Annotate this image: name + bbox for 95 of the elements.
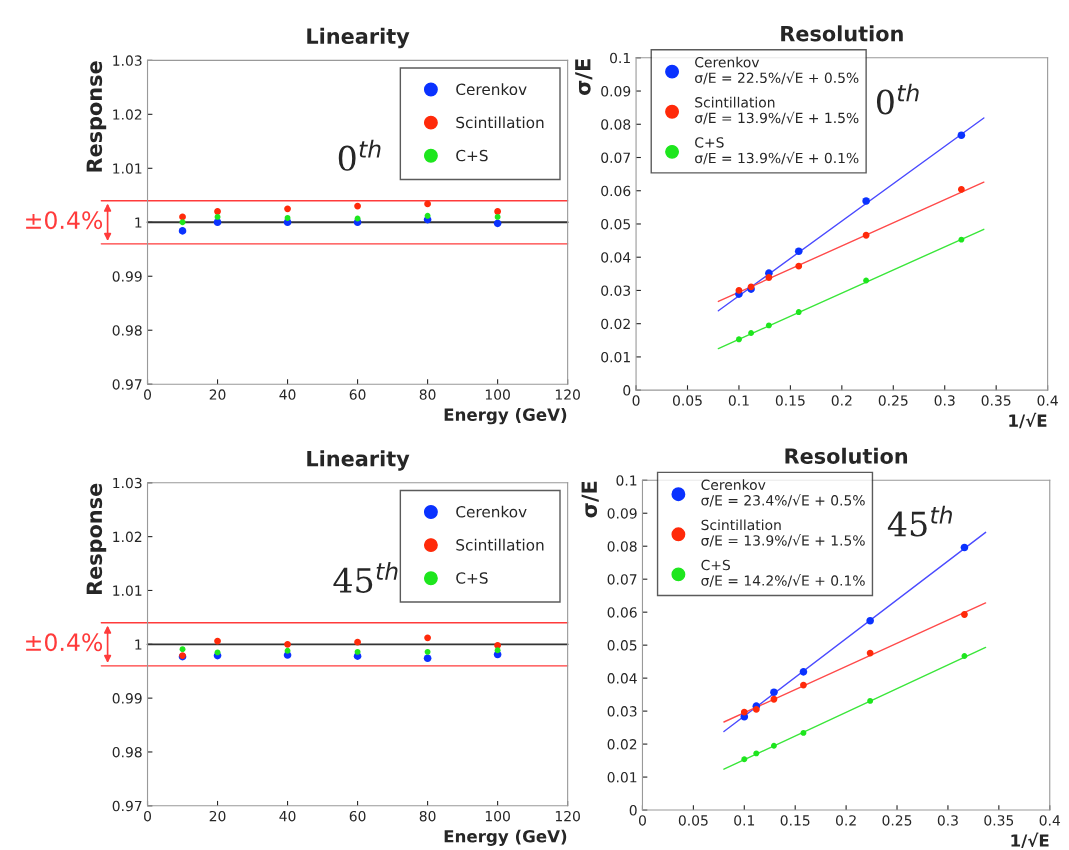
text: ±0.4% <box>26 633 103 652</box>
y-tick-label: 0.03 <box>601 285 631 296</box>
y-axis-title: Response <box>86 483 107 595</box>
y-tick-label: 0.1 <box>610 52 630 64</box>
legend-label: Scintillation σ/E = 13.9%/√E + 1.5% <box>695 96 859 125</box>
y-tick-label: 0.01 <box>601 351 630 363</box>
y-tick-label: 1.01 <box>113 585 142 596</box>
x-tick-label: 0.35 <box>984 815 1014 826</box>
y-tick-label: 0.04 <box>607 673 637 684</box>
y-tick-label: 0.06 <box>607 607 637 618</box>
x-axis-title: Energy (GeV) <box>444 408 567 425</box>
x-axis-title: 1/√E <box>1009 412 1047 429</box>
y-tick-label: 0.98 <box>112 325 142 336</box>
x-tick-label: 0.3 <box>934 395 955 406</box>
x-tick-label: 60 <box>349 389 366 400</box>
y-tick-label: 0.06 <box>601 185 631 197</box>
y-tick-label: 1.03 <box>113 55 142 66</box>
x-tick-label: 0.3 <box>937 815 958 826</box>
x-tick-label: 0.1 <box>734 815 755 826</box>
annotation: 45$^{th}$ <box>333 561 398 593</box>
legend-label: Cerenkov <box>456 505 527 518</box>
y-tick-label: 0.01 <box>607 772 637 783</box>
y-tick-label: 0.07 <box>601 152 631 163</box>
y-tick-label: 0.08 <box>601 119 631 130</box>
legend-label: Cerenkov σ/E = 22.5%/√E + 0.5% <box>695 56 859 85</box>
x-tick-label: 0.2 <box>835 815 856 826</box>
x-tick-label: 0.05 <box>678 815 708 826</box>
y-tick-label: 0.97 <box>112 379 142 390</box>
x-tick-label: 0.15 <box>775 395 805 406</box>
y-tick-label: 1 <box>135 217 142 228</box>
y-tick-label: 0.97 <box>112 800 142 812</box>
annotation: 0$^{th}$ <box>338 139 381 171</box>
x-tick-label: 20 <box>209 810 226 822</box>
y-tick-label: 0.02 <box>601 318 630 330</box>
x-tick-label: 0.25 <box>878 395 908 406</box>
x-axis-title: Energy (GeV) <box>444 829 567 846</box>
legend-label: Scintillation <box>456 116 544 129</box>
x-tick-label: 100 <box>485 389 510 400</box>
x-tick-label: 0.25 <box>882 815 912 826</box>
x-tick-label: 0.4 <box>1039 815 1061 826</box>
y-axis-title: σ/E <box>575 59 593 95</box>
y-tick-label: 1.01 <box>113 163 142 174</box>
y-tick-label: 0.03 <box>607 706 637 717</box>
x-tick-label: 20 <box>209 389 226 400</box>
legend-label: C+S <box>456 572 488 584</box>
legend-label: C+S σ/E = 14.2%/√E + 0.1% <box>701 559 865 587</box>
annotation: 0$^{th}$ <box>876 83 919 115</box>
y-tick-label: 0.04 <box>601 252 631 263</box>
x-tick-label: 80 <box>419 389 436 400</box>
x-tick-label: 120 <box>555 389 580 400</box>
x-tick-label: 0 <box>638 815 646 826</box>
x-tick-label: 0.05 <box>672 395 702 406</box>
x-tick-label: 0 <box>144 810 152 822</box>
y-tick-label: 0.98 <box>112 746 142 758</box>
y-tick-label: 1 <box>135 639 142 650</box>
legend-label: Cerenkov σ/E = 23.4%/√E + 0.5% <box>701 479 865 507</box>
x-tick-label: 80 <box>419 810 436 822</box>
x-tick-label: 100 <box>485 810 510 822</box>
legend-label: C+S <box>456 149 488 162</box>
y-tick-label: 1.03 <box>113 477 142 489</box>
y-tick-label: 0.1 <box>616 475 637 486</box>
annotation: 45$^{th}$ <box>887 505 952 537</box>
chart-title: Resolution <box>781 25 903 42</box>
chart-title: Resolution <box>785 447 908 464</box>
y-tick-label: 0.09 <box>607 508 637 519</box>
y-tick-label: 0.99 <box>112 271 142 282</box>
y-axis-title: Response <box>86 61 107 172</box>
text: ±0.4% <box>26 211 103 230</box>
x-tick-label: 40 <box>279 389 296 400</box>
y-tick-label: 0.07 <box>607 574 637 585</box>
x-tick-label: 0 <box>144 389 152 400</box>
y-tick-label: 0.02 <box>607 739 637 750</box>
y-tick-label: 0.08 <box>607 541 637 552</box>
x-tick-label: 0.15 <box>780 815 810 826</box>
y-tick-label: 0.09 <box>601 86 631 97</box>
x-axis-title: 1/√E <box>1011 832 1049 849</box>
x-tick-label: 0.4 <box>1037 395 1058 406</box>
y-axis-title: σ/E <box>581 481 599 518</box>
x-tick-label: 0.35 <box>981 395 1011 406</box>
y-tick-label: 1.02 <box>113 531 142 543</box>
y-tick-label: 0.99 <box>112 693 142 704</box>
legend-label: Scintillation σ/E = 13.9%/√E + 1.5% <box>701 519 865 547</box>
y-tick-label: 1.02 <box>113 109 142 120</box>
x-tick-label: 0.2 <box>831 395 852 406</box>
x-tick-label: 0.1 <box>728 395 749 406</box>
legend-label: Scintillation <box>456 538 544 551</box>
legend-label: C+S σ/E = 13.9%/√E + 0.1% <box>695 137 859 165</box>
y-tick-label: 0.05 <box>601 218 630 230</box>
chart-title: Linearity <box>307 27 410 49</box>
x-tick-label: 60 <box>349 810 366 822</box>
x-tick-label: 40 <box>279 810 296 822</box>
y-tick-label: 0.05 <box>607 640 637 651</box>
legend-label: Cerenkov <box>456 83 527 96</box>
chart-title: Linearity <box>307 450 410 471</box>
x-tick-label: 120 <box>555 810 580 822</box>
